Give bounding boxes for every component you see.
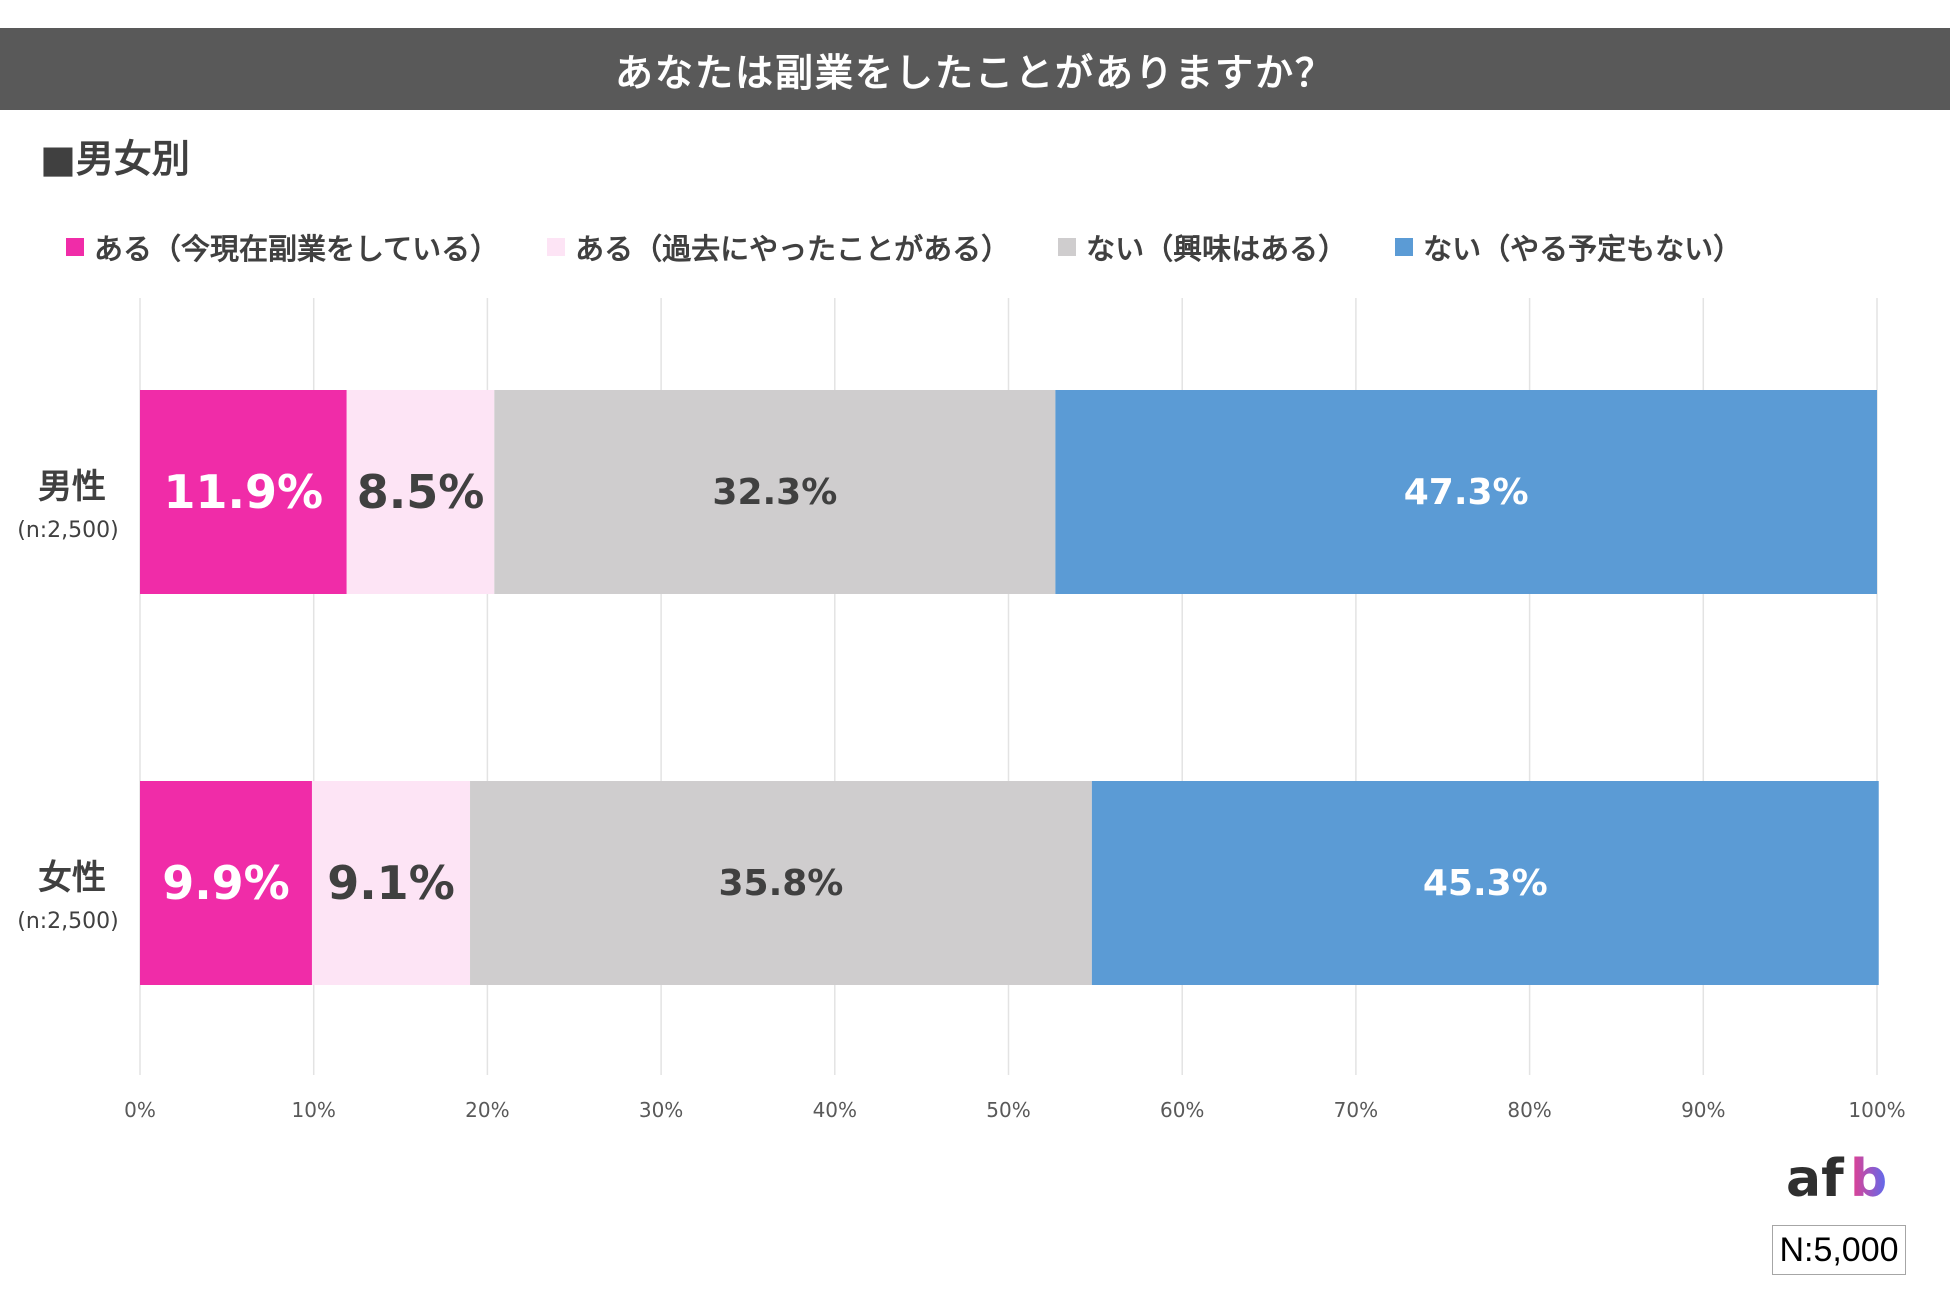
chart-title: あなたは副業をしたことがありますか？ <box>0 28 1950 110</box>
chart-subtitle: ■男女別 <box>40 137 190 181</box>
data-label: 8.5% <box>357 465 485 519</box>
legend-item-2: ある（過去にやったことがある） <box>547 226 1010 268</box>
legend: ある（今現在副業をしている） ある（過去にやったことがある） ない（興味はある） ない… <box>66 222 1742 272</box>
category-label: 女性 <box>38 858 106 898</box>
legend-swatch <box>547 238 566 256</box>
bar-segment <box>1091 781 1879 985</box>
x-tick-label: 100% <box>1848 1098 1905 1122</box>
afb-logo: af b <box>1786 1150 1887 1209</box>
data-label: 47.3% <box>1404 472 1529 513</box>
data-label: 9.9% <box>162 856 290 910</box>
data-label: 9.1% <box>327 856 455 910</box>
legend-swatch <box>1395 238 1414 256</box>
x-tick-label: 20% <box>465 1098 509 1122</box>
x-tick-label: 40% <box>813 1098 857 1122</box>
legend-item-3: ない（興味はある） <box>1058 226 1347 268</box>
bar-segment <box>470 781 1092 985</box>
legend-label: ない（やる予定もない） <box>1423 232 1743 266</box>
x-tick-label: 30% <box>639 1098 683 1122</box>
category-sample-size: (n:2,500) <box>17 518 119 543</box>
bar-segment <box>1055 390 1877 594</box>
x-tick-label: 0% <box>124 1098 156 1122</box>
legend-swatch <box>66 238 84 256</box>
bar-segment <box>346 390 495 594</box>
svg-text:af: af <box>1786 1150 1845 1209</box>
data-label: 11.9% <box>164 465 324 519</box>
x-tick-label: 10% <box>291 1098 335 1122</box>
data-label: 45.3% <box>1423 863 1548 904</box>
legend-label: ない（興味はある） <box>1086 232 1348 266</box>
bar-segment <box>140 781 312 985</box>
bar-segment <box>494 390 1056 594</box>
data-label: 35.8% <box>718 863 843 904</box>
legend-label: ある（今現在副業をしている） <box>94 232 500 266</box>
svg-text:b: b <box>1850 1150 1887 1209</box>
category-sample-size: (n:2,500) <box>17 909 119 934</box>
x-tick-label: 90% <box>1681 1098 1725 1122</box>
category-label: 男性 <box>38 467 106 507</box>
x-tick-label: 50% <box>986 1098 1030 1122</box>
bar-segment <box>311 781 471 985</box>
data-label: 32.3% <box>712 472 837 513</box>
legend-label: ある（過去にやったことがある） <box>575 232 1011 266</box>
legend-swatch <box>1058 238 1077 256</box>
legend-item-4: ない（やる予定もない） <box>1395 226 1742 268</box>
total-sample-size: N:5,000 <box>1772 1225 1906 1275</box>
x-tick-label: 70% <box>1334 1098 1378 1122</box>
x-tick-label: 60% <box>1160 1098 1204 1122</box>
legend-item-1: ある（今現在副業をしている） <box>66 226 499 268</box>
x-tick-label: 80% <box>1507 1098 1551 1122</box>
bar-segment <box>140 390 347 594</box>
